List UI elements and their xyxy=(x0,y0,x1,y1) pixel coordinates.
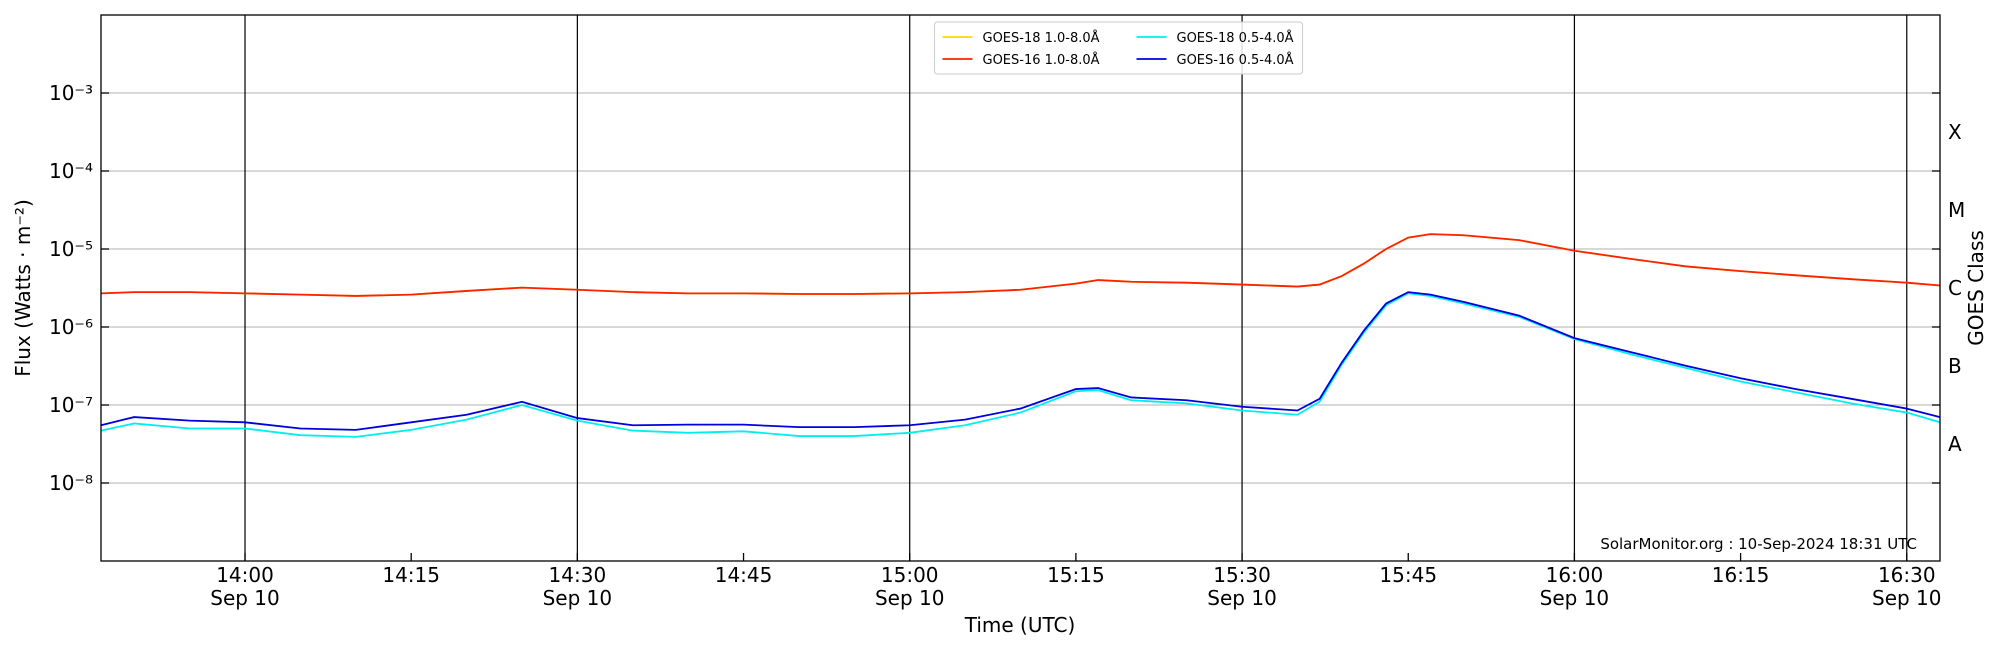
legend-box xyxy=(934,21,1303,75)
grid-layer xyxy=(101,15,1940,561)
x-tick-date: Sep 10 xyxy=(875,586,945,610)
x-tick-date: Sep 10 xyxy=(210,586,280,610)
x-tick-label: 15:30 xyxy=(1213,563,1271,587)
legend-label: GOES-16 1.0-8.0Å xyxy=(983,52,1100,68)
x-tick-date: Sep 10 xyxy=(543,586,613,610)
y-tick-label: 10⁻⁶ xyxy=(49,315,93,339)
x-tick-label: 14:15 xyxy=(382,563,440,587)
x-tick-label: 14:00 xyxy=(216,563,274,587)
x-tick-date: Sep 10 xyxy=(1540,586,1610,610)
legend-label: GOES-18 0.5-4.0Å xyxy=(1177,30,1294,46)
y-axis-label: Flux (Watts · m⁻²) xyxy=(11,199,35,377)
x-tick-label: 14:30 xyxy=(549,563,607,587)
y2-tick-label: C xyxy=(1948,276,1962,300)
x-tick-label: 15:00 xyxy=(881,563,939,587)
y2-tick-label: B xyxy=(1948,354,1962,378)
x-tick-label: 16:00 xyxy=(1546,563,1604,587)
series-line xyxy=(100,292,1941,438)
plot-frame xyxy=(100,14,1941,562)
y-tick-label: 10⁻⁷ xyxy=(49,393,93,417)
x-axis-label: Time (UTC) xyxy=(964,613,1076,637)
x-tick-date: Sep 10 xyxy=(1207,586,1277,610)
x-tick-label: 15:15 xyxy=(1047,563,1105,587)
x-tick-label: 16:30 xyxy=(1878,563,1936,587)
x-tick-label: 14:45 xyxy=(715,563,773,587)
y-tick-label: 10⁻³ xyxy=(49,81,93,105)
series-line xyxy=(100,233,1941,297)
y2-tick-label: M xyxy=(1948,198,1965,222)
x-tick-label: 15:45 xyxy=(1379,563,1437,587)
series-line xyxy=(100,233,1941,297)
x-tick-date: Sep 10 xyxy=(1872,586,1942,610)
legend-label: GOES-18 1.0-8.0Å xyxy=(983,30,1100,46)
y2-tick-label: A xyxy=(1948,432,1962,456)
y2-axis-label: GOES Class xyxy=(1964,230,1988,346)
y-tick-label: 10⁻⁴ xyxy=(49,159,93,183)
y2-tick-label: X xyxy=(1948,120,1962,144)
annotation: SolarMonitor.org : 10-Sep-2024 18:31 UTC xyxy=(1600,535,1917,553)
series-line xyxy=(100,291,1941,431)
y-tick-label: 10⁻⁵ xyxy=(49,237,93,261)
legend-label: GOES-16 0.5-4.0Å xyxy=(1177,52,1294,68)
line-layer xyxy=(100,233,1941,438)
x-tick-label: 16:15 xyxy=(1712,563,1770,587)
y-tick-label: 10⁻⁸ xyxy=(49,471,93,495)
